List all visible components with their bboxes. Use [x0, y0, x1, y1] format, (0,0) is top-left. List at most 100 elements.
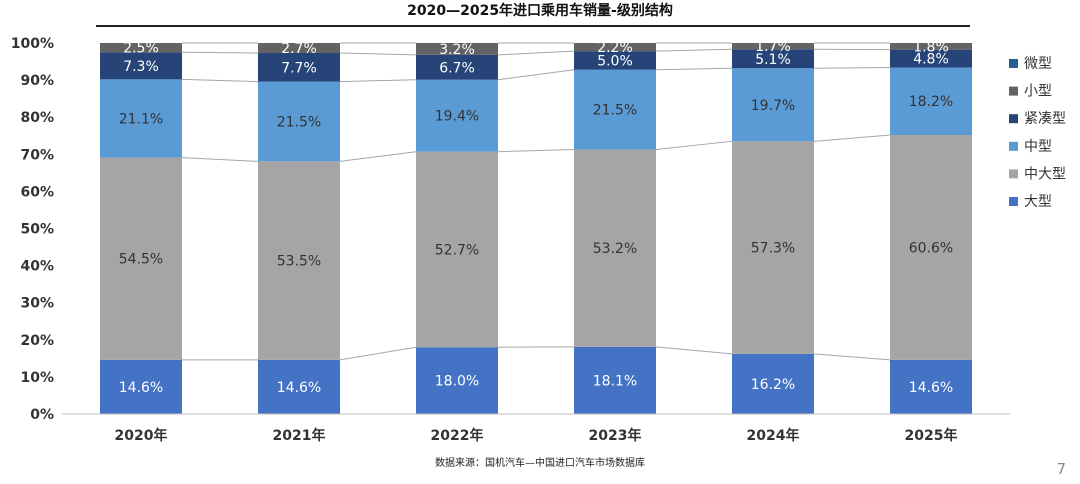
bar-segment	[574, 43, 656, 52]
series-connector-lines	[181, 42, 891, 361]
series-connector-line	[655, 346, 733, 355]
series-connector-line	[339, 346, 417, 361]
series-connector-line	[339, 52, 417, 56]
bar-segment	[100, 43, 182, 53]
bar-segment	[890, 135, 972, 360]
data-label: 16.2%	[751, 377, 795, 393]
series-connector-line	[813, 134, 891, 142]
data-label: 3.2%	[439, 42, 475, 58]
data-label: 5.0%	[597, 53, 633, 69]
x-tick-label: 2023年	[589, 427, 642, 444]
data-label: 52.7%	[435, 242, 479, 258]
y-tick-label: 80%	[20, 110, 54, 126]
bar-segment	[416, 151, 498, 348]
legend-label: 大型	[1024, 194, 1052, 210]
data-label: 6.7%	[439, 60, 475, 76]
series-connector-line	[497, 69, 575, 81]
data-label: 21.1%	[119, 111, 163, 127]
series-connector-line	[655, 48, 733, 52]
bar-segment	[258, 53, 340, 82]
page-number: 7	[1056, 460, 1066, 478]
data-label: 1.7%	[755, 39, 791, 55]
bar-segment	[258, 43, 340, 54]
bar-segment	[100, 359, 182, 414]
legend-swatch	[1009, 141, 1018, 151]
legend-label: 紧凑型	[1024, 110, 1066, 127]
legend-label: 微型	[1024, 56, 1052, 72]
bar-segment	[258, 81, 340, 162]
y-tick-label: 70%	[20, 147, 54, 163]
series-connector-line	[497, 148, 575, 153]
y-tick-label: 100%	[11, 36, 54, 52]
x-tick-label: 2022年	[431, 427, 484, 444]
bar-segment	[100, 52, 182, 80]
bar-segment	[574, 346, 656, 414]
data-label: 19.4%	[435, 109, 479, 125]
series-connector-line	[181, 157, 259, 162]
y-tick-label: 40%	[20, 259, 54, 275]
y-tick-label: 60%	[20, 184, 54, 200]
bar-segment	[100, 79, 182, 158]
bar-segment	[100, 157, 182, 360]
legend-swatch	[1009, 114, 1018, 124]
data-label: 53.2%	[593, 241, 637, 257]
bar-segment	[574, 69, 656, 150]
bar-segment	[890, 49, 972, 68]
segment-labels: 14.6% 14.6% 18.0% 18.1% 16.2% 14.6% 54.5% 53.5%…	[119, 39, 953, 396]
data-label: 2.5%	[123, 41, 159, 57]
data-label: 60.6%	[909, 240, 953, 256]
data-label: 53.5%	[277, 254, 321, 270]
legend-swatch	[1009, 197, 1018, 206]
series-connector-line	[497, 50, 575, 56]
bar-segment	[890, 43, 972, 50]
data-label: 1.8%	[913, 39, 949, 55]
bar-segment	[416, 54, 498, 80]
y-tick-label: 30%	[20, 296, 54, 312]
data-label: 14.6%	[277, 380, 321, 396]
bar-segment	[732, 353, 814, 414]
series-connector-line	[339, 151, 417, 162]
chart-title: 2020—2025年进口乘用车销量-级别结构	[407, 3, 673, 19]
data-label: 19.7%	[751, 98, 795, 114]
x-tick-label: 2024年	[747, 427, 800, 444]
data-label: 2.2%	[597, 40, 633, 56]
bar-segment	[574, 149, 656, 347]
data-label: 5.1%	[755, 52, 791, 68]
data-label: 18.1%	[593, 373, 637, 389]
legend-label: 中大型	[1024, 166, 1066, 182]
bar-segment	[574, 51, 656, 70]
data-label: 14.6%	[909, 380, 953, 396]
y-axis: 0% 10% 20% 30% 40% 50% 60% 70% 80% 90% 100%	[11, 36, 54, 423]
legend-swatch	[1009, 169, 1018, 179]
data-label: 57.3%	[751, 241, 795, 257]
series-connector-line	[181, 51, 259, 54]
data-label: 18.2%	[909, 94, 953, 110]
data-label: 54.5%	[119, 252, 163, 268]
bar-segment	[890, 359, 972, 414]
bar-segment	[732, 141, 814, 354]
y-tick-label: 10%	[20, 370, 54, 386]
series-connector-line	[813, 353, 891, 361]
legend-swatch	[1009, 59, 1018, 68]
data-label: 18.0%	[435, 374, 479, 390]
source-note: 数据来源：国机汽车—中国进口汽车市场数据库	[435, 458, 645, 469]
bar-segments	[100, 43, 972, 414]
bar-segment	[732, 49, 814, 69]
bar-segment	[732, 43, 814, 50]
series-connector-line	[813, 66, 891, 69]
data-label: 7.7%	[281, 60, 317, 76]
bar-segment	[258, 359, 340, 414]
data-label: 21.5%	[593, 103, 637, 119]
bar-segment	[258, 161, 340, 360]
x-tick-label: 2021年	[273, 427, 326, 444]
y-tick-label: 50%	[20, 222, 54, 238]
legend-swatch	[1009, 86, 1018, 96]
data-label: 14.6%	[119, 380, 163, 396]
x-axis: 2020年 2021年 2022年 2023年 2024年 2025年	[62, 413, 1010, 444]
x-tick-label: 2020年	[115, 427, 168, 444]
bar-segment	[416, 43, 498, 55]
series-connector-line	[181, 78, 259, 83]
data-label: 4.8%	[913, 52, 949, 68]
